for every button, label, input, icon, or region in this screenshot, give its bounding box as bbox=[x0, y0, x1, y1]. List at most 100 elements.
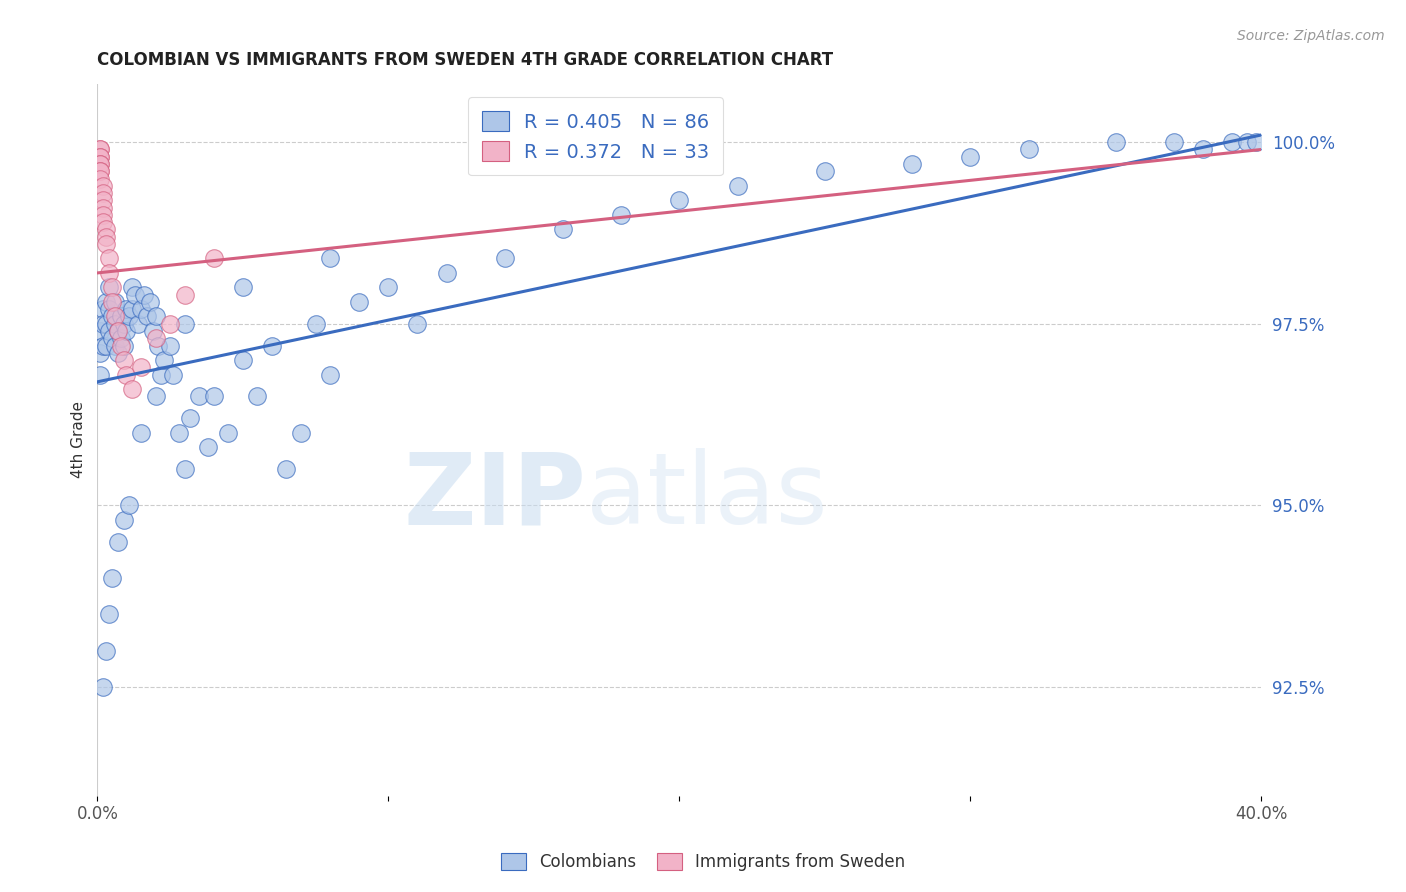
Point bbox=[110, 310, 132, 324]
Point bbox=[377, 280, 399, 294]
Point bbox=[94, 317, 117, 331]
Point bbox=[112, 317, 135, 331]
Point bbox=[89, 346, 111, 360]
Point bbox=[727, 178, 749, 193]
Point bbox=[110, 338, 132, 352]
Point bbox=[901, 157, 924, 171]
Point bbox=[142, 324, 165, 338]
Point bbox=[159, 338, 181, 352]
Point bbox=[118, 498, 141, 512]
Legend: Colombians, Immigrants from Sweden: Colombians, Immigrants from Sweden bbox=[492, 845, 914, 880]
Point bbox=[89, 164, 111, 178]
Point bbox=[145, 310, 167, 324]
Point bbox=[110, 331, 132, 345]
Point bbox=[173, 317, 195, 331]
Point bbox=[91, 317, 114, 331]
Point bbox=[89, 150, 111, 164]
Point bbox=[89, 143, 111, 157]
Point bbox=[159, 317, 181, 331]
Point bbox=[94, 236, 117, 251]
Point bbox=[304, 317, 326, 331]
Legend: R = 0.405   N = 86, R = 0.372   N = 33: R = 0.405 N = 86, R = 0.372 N = 33 bbox=[468, 97, 723, 176]
Point bbox=[145, 389, 167, 403]
Text: COLOMBIAN VS IMMIGRANTS FROM SWEDEN 4TH GRADE CORRELATION CHART: COLOMBIAN VS IMMIGRANTS FROM SWEDEN 4TH … bbox=[97, 51, 834, 69]
Point bbox=[127, 317, 149, 331]
Point bbox=[217, 425, 239, 440]
Point bbox=[1244, 135, 1267, 149]
Point bbox=[179, 411, 201, 425]
Point bbox=[436, 266, 458, 280]
Point bbox=[153, 353, 176, 368]
Point bbox=[1105, 135, 1128, 149]
Point bbox=[129, 425, 152, 440]
Point bbox=[494, 252, 516, 266]
Point bbox=[129, 360, 152, 375]
Point bbox=[112, 353, 135, 368]
Point bbox=[115, 302, 138, 317]
Point bbox=[91, 338, 114, 352]
Point bbox=[188, 389, 211, 403]
Point bbox=[98, 324, 121, 338]
Point bbox=[814, 164, 837, 178]
Point bbox=[98, 607, 121, 622]
Point bbox=[101, 571, 124, 585]
Point bbox=[132, 287, 155, 301]
Point bbox=[89, 171, 111, 186]
Point bbox=[107, 534, 129, 549]
Point bbox=[115, 324, 138, 338]
Point bbox=[173, 462, 195, 476]
Point bbox=[104, 295, 127, 310]
Point bbox=[91, 178, 114, 193]
Point bbox=[668, 194, 690, 208]
Point bbox=[232, 280, 254, 294]
Point bbox=[94, 338, 117, 352]
Point bbox=[94, 643, 117, 657]
Text: atlas: atlas bbox=[586, 449, 828, 545]
Point bbox=[94, 229, 117, 244]
Point bbox=[124, 287, 146, 301]
Point bbox=[101, 310, 124, 324]
Point bbox=[138, 295, 160, 310]
Point bbox=[91, 186, 114, 200]
Point bbox=[167, 425, 190, 440]
Point bbox=[91, 215, 114, 229]
Point bbox=[98, 280, 121, 294]
Point bbox=[101, 331, 124, 345]
Point bbox=[118, 310, 141, 324]
Y-axis label: 4th Grade: 4th Grade bbox=[72, 401, 86, 478]
Point bbox=[260, 338, 283, 352]
Point bbox=[115, 368, 138, 382]
Point bbox=[121, 280, 143, 294]
Point bbox=[89, 324, 111, 338]
Point bbox=[112, 513, 135, 527]
Point bbox=[91, 302, 114, 317]
Point bbox=[104, 310, 127, 324]
Point bbox=[1163, 135, 1185, 149]
Point bbox=[104, 338, 127, 352]
Point bbox=[89, 150, 111, 164]
Point bbox=[406, 317, 429, 331]
Point bbox=[319, 368, 342, 382]
Point bbox=[173, 287, 195, 301]
Point bbox=[1018, 143, 1040, 157]
Point bbox=[112, 338, 135, 352]
Point bbox=[121, 382, 143, 396]
Point bbox=[129, 302, 152, 317]
Point bbox=[89, 157, 111, 171]
Point bbox=[94, 222, 117, 236]
Point bbox=[1220, 135, 1243, 149]
Point bbox=[135, 310, 157, 324]
Point bbox=[246, 389, 269, 403]
Point bbox=[150, 368, 173, 382]
Point bbox=[349, 295, 371, 310]
Point bbox=[202, 389, 225, 403]
Point bbox=[91, 194, 114, 208]
Point bbox=[98, 252, 121, 266]
Point bbox=[551, 222, 574, 236]
Point bbox=[89, 143, 111, 157]
Point bbox=[232, 353, 254, 368]
Point bbox=[290, 425, 312, 440]
Point bbox=[202, 252, 225, 266]
Point bbox=[89, 164, 111, 178]
Point bbox=[89, 157, 111, 171]
